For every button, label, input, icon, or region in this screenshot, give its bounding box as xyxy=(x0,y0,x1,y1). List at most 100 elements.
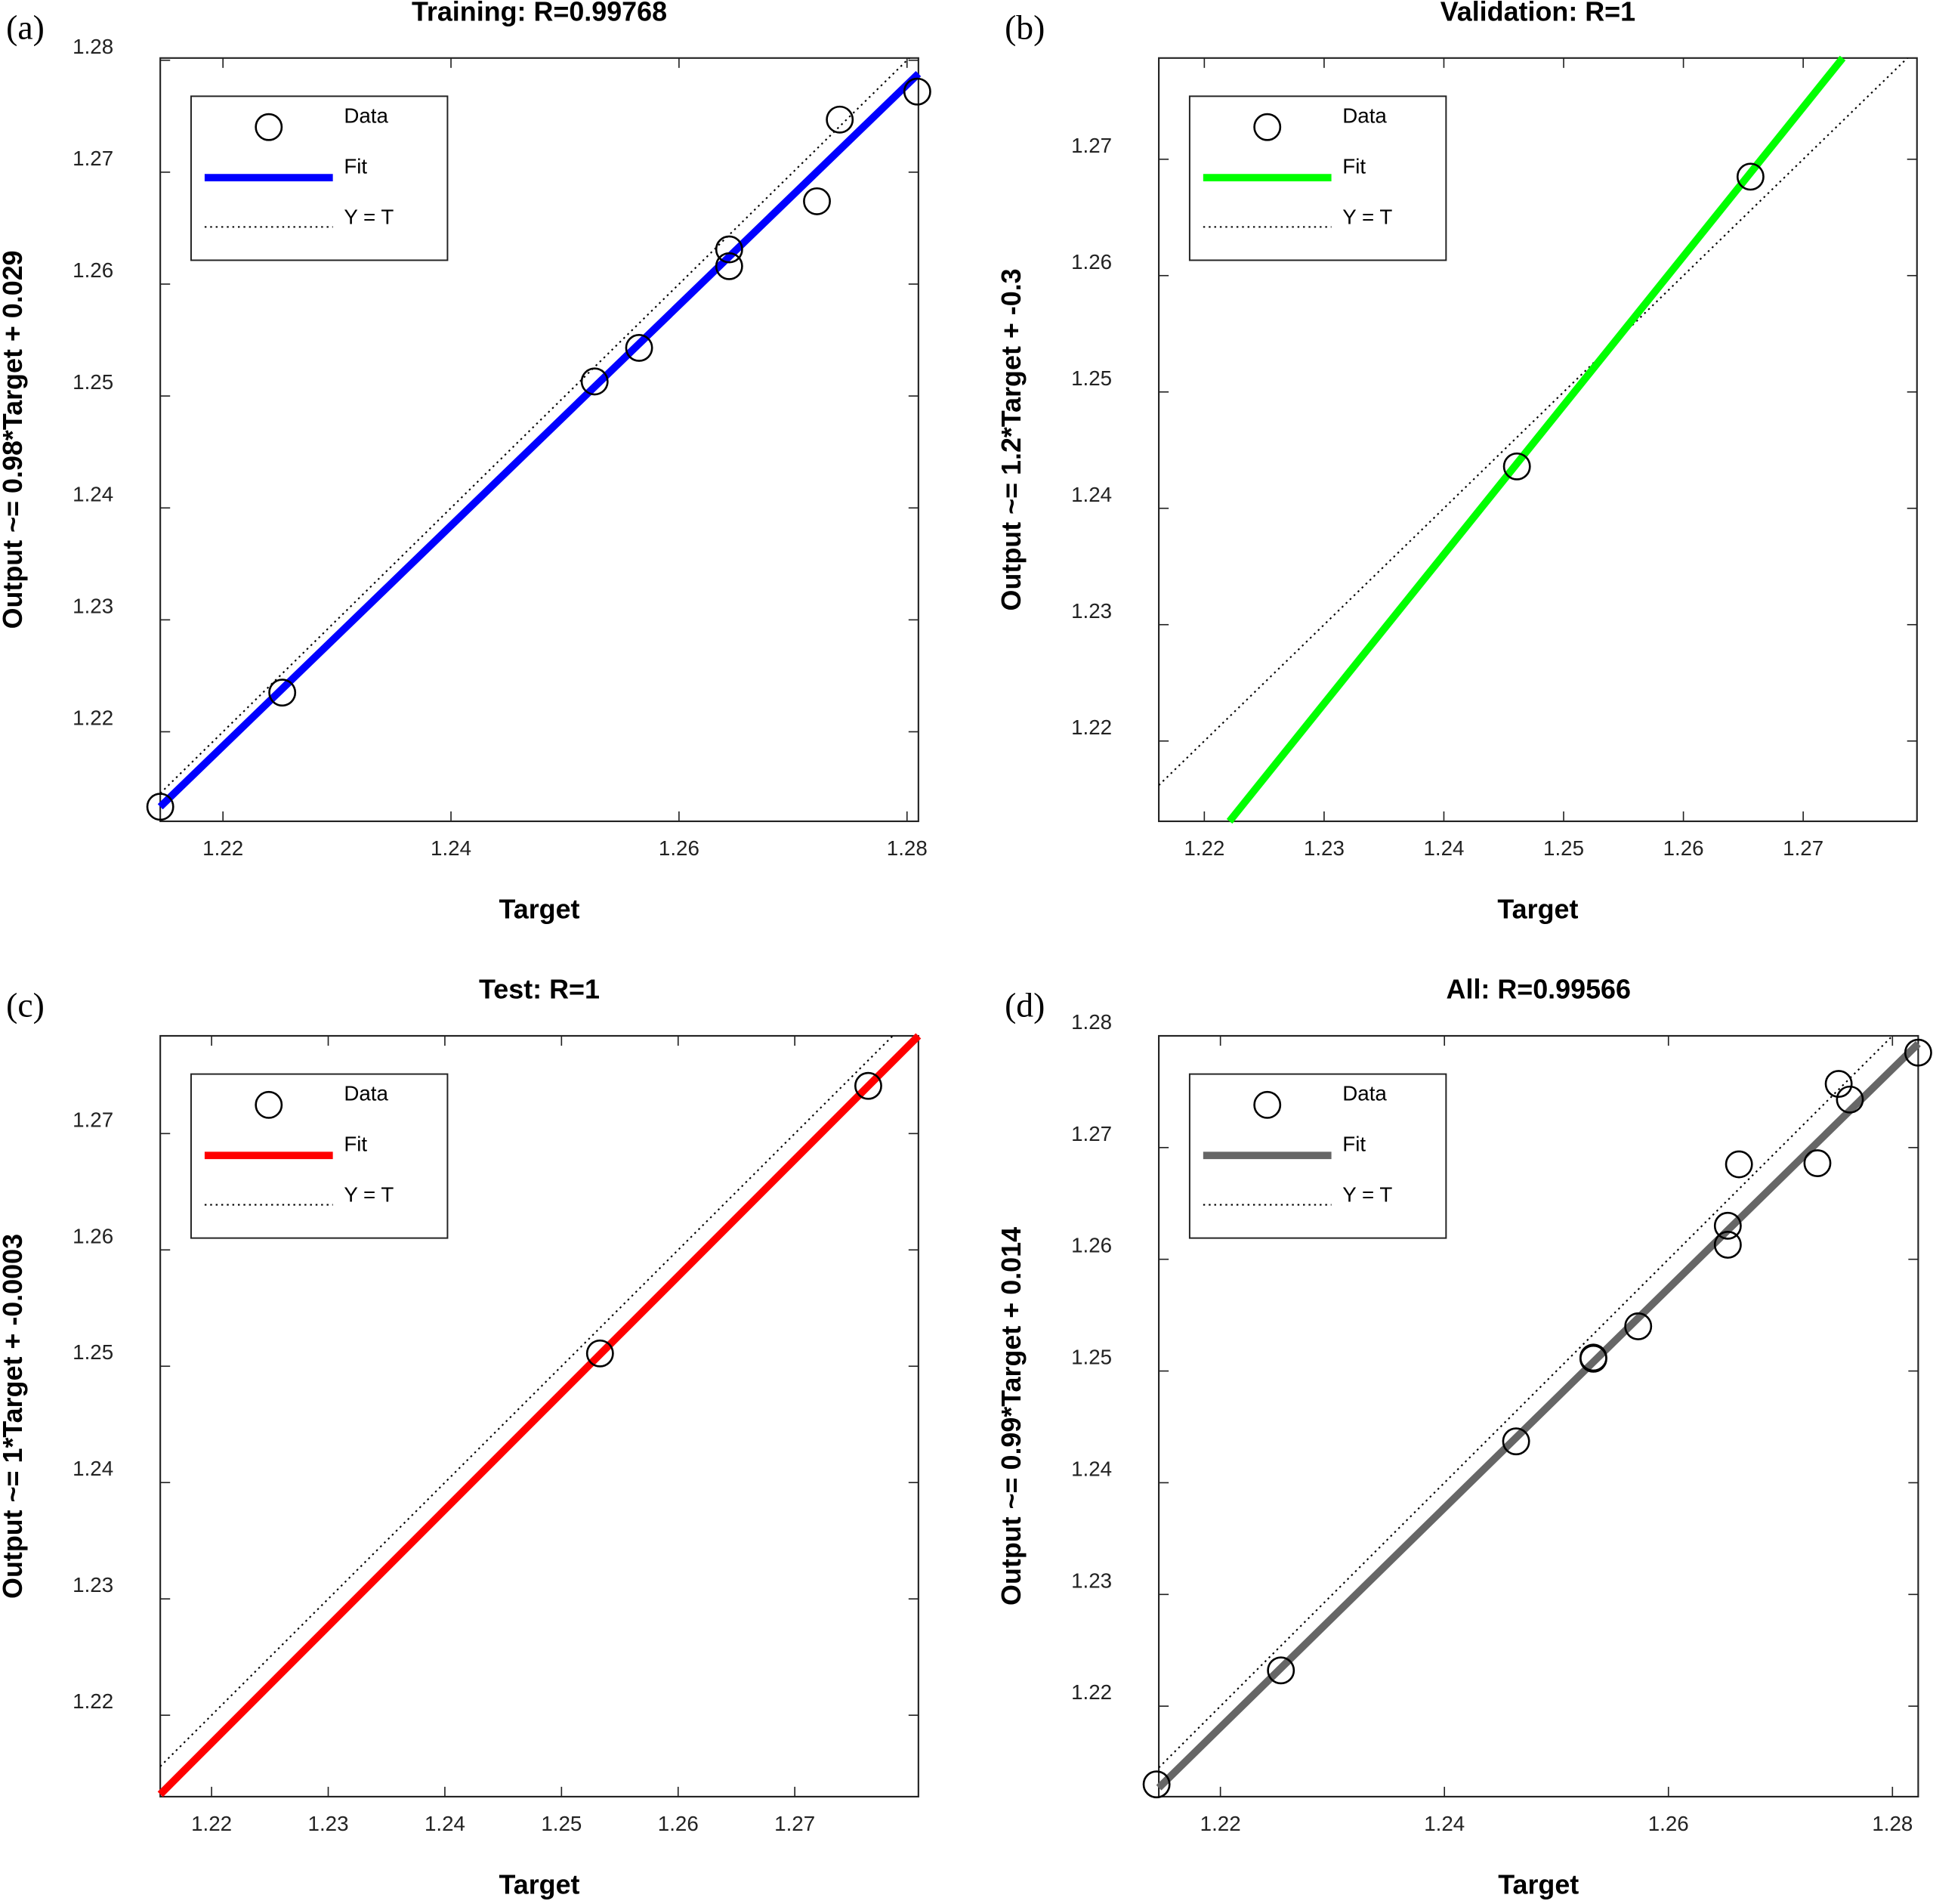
y-tick-label: 1.22 xyxy=(73,706,113,730)
data-point xyxy=(1267,1656,1295,1685)
identity-line xyxy=(160,1035,894,1767)
x-tick-label: 1.26 xyxy=(1663,836,1704,860)
data-point xyxy=(585,1339,614,1368)
y-axis-label: Output ~= 1.2*Target + -0.3 xyxy=(996,268,1027,610)
y-tick-label: 1.27 xyxy=(1071,1122,1112,1145)
data-point xyxy=(625,333,653,362)
y-tick-label: 1.27 xyxy=(73,1108,113,1131)
legend-label: Y = T xyxy=(1342,1182,1392,1206)
chart-title: Training: R=0.99768 xyxy=(412,0,667,27)
plot-content xyxy=(1159,1035,1894,1769)
legend-label: Data xyxy=(1342,104,1387,127)
legend-label: Y = T xyxy=(1342,205,1392,228)
y-tick-label: 1.23 xyxy=(1071,599,1112,623)
data-point xyxy=(803,187,831,215)
data-point xyxy=(826,105,854,134)
x-tick-label: 1.22 xyxy=(191,1812,232,1835)
legend-label: Y = T xyxy=(344,205,394,228)
y-axis-label: Output ~= 0.98*Target + 0.029 xyxy=(0,250,28,629)
fit-line xyxy=(157,71,922,810)
y-tick-label: 1.22 xyxy=(1071,1680,1112,1704)
x-tick-label: 1.24 xyxy=(1423,836,1464,860)
identity-line xyxy=(1159,1035,1894,1769)
data-point xyxy=(903,77,931,106)
legend-label: Data xyxy=(1342,1082,1387,1105)
data-point xyxy=(1904,1038,1932,1067)
plot-content xyxy=(1159,57,1909,787)
fit-line xyxy=(1156,1040,1921,1791)
x-tick-label: 1.22 xyxy=(1200,1812,1241,1835)
x-axis-label: Target xyxy=(1497,895,1578,925)
x-tick-label: 1.22 xyxy=(1184,836,1224,860)
data-point xyxy=(1502,1427,1530,1456)
y-tick-label: 1.24 xyxy=(73,1457,113,1480)
x-axis-label: Target xyxy=(499,1870,579,1900)
y-tick-label: 1.25 xyxy=(73,370,113,394)
x-tick-label: 1.23 xyxy=(308,1812,349,1835)
plot-content xyxy=(160,1035,894,1767)
y-tick-label: 1.27 xyxy=(1071,134,1112,157)
y-tick-label: 1.25 xyxy=(1071,1346,1112,1369)
y-tick-label: 1.24 xyxy=(1071,483,1112,506)
panel-label: (d) xyxy=(1005,986,1045,1025)
y-tick-label: 1.26 xyxy=(73,258,113,282)
y-tick-label: 1.27 xyxy=(73,147,113,170)
x-tick-label: 1.25 xyxy=(541,1812,582,1835)
y-tick-label: 1.25 xyxy=(73,1340,113,1364)
legend-label: Data xyxy=(344,1082,388,1105)
data-point xyxy=(1824,1070,1853,1099)
y-axis-label: Output ~= 1*Target + -0.0003 xyxy=(0,1234,28,1599)
x-tick-label: 1.24 xyxy=(1424,1812,1465,1835)
x-tick-label: 1.26 xyxy=(1648,1812,1689,1835)
legend-label: Y = T xyxy=(344,1182,394,1206)
data-point xyxy=(1624,1312,1653,1340)
panel-label: (c) xyxy=(6,986,45,1025)
x-axis-label: Target xyxy=(499,895,579,925)
data-point xyxy=(580,367,609,396)
data-point xyxy=(715,252,743,280)
x-tick-label: 1.24 xyxy=(425,1812,465,1835)
data-point xyxy=(1725,1150,1753,1179)
data-point xyxy=(268,678,297,707)
x-tick-label: 1.22 xyxy=(202,836,243,860)
y-tick-label: 1.23 xyxy=(1071,1569,1112,1592)
x-tick-label: 1.26 xyxy=(659,836,699,860)
y-tick-label: 1.28 xyxy=(73,35,113,58)
fit-line xyxy=(157,1033,922,1797)
data-point xyxy=(1736,162,1765,191)
legend-label: Fit xyxy=(1342,154,1366,178)
y-tick-label: 1.22 xyxy=(1071,716,1112,739)
y-tick-label: 1.24 xyxy=(1071,1457,1112,1480)
x-axis-label: Target xyxy=(1498,1870,1579,1900)
y-axis-label: Output ~= 0.99*Target + 0.014 xyxy=(996,1227,1027,1606)
legend-label: Fit xyxy=(344,1133,367,1156)
identity-line xyxy=(1159,57,1909,787)
chart-title: All: R=0.99566 xyxy=(1447,975,1631,1005)
x-tick-label: 1.28 xyxy=(887,836,928,860)
y-tick-label: 1.26 xyxy=(1071,250,1112,274)
y-tick-label: 1.26 xyxy=(73,1224,113,1247)
legend-marker xyxy=(1253,113,1282,141)
x-tick-label: 1.26 xyxy=(658,1812,699,1835)
data-point xyxy=(1836,1085,1864,1114)
data-point xyxy=(1713,1211,1742,1240)
y-tick-label: 1.28 xyxy=(1071,1010,1112,1034)
data-point xyxy=(854,1071,882,1100)
chart-title: Test: R=1 xyxy=(479,975,600,1005)
x-tick-label: 1.28 xyxy=(1872,1812,1913,1835)
legend-marker xyxy=(255,113,283,141)
panel-label: (a) xyxy=(6,8,45,46)
y-tick-label: 1.23 xyxy=(73,594,113,617)
data-point xyxy=(1713,1231,1742,1259)
data-point xyxy=(1579,1344,1607,1373)
legend-marker xyxy=(255,1090,283,1119)
panel-label: (b) xyxy=(1005,8,1045,46)
legend-label: Fit xyxy=(344,154,367,178)
x-tick-label: 1.27 xyxy=(1783,836,1823,860)
legend-label: Fit xyxy=(1342,1133,1366,1156)
y-tick-label: 1.26 xyxy=(1071,1234,1112,1257)
y-tick-label: 1.24 xyxy=(73,482,113,505)
data-point xyxy=(1142,1770,1171,1799)
